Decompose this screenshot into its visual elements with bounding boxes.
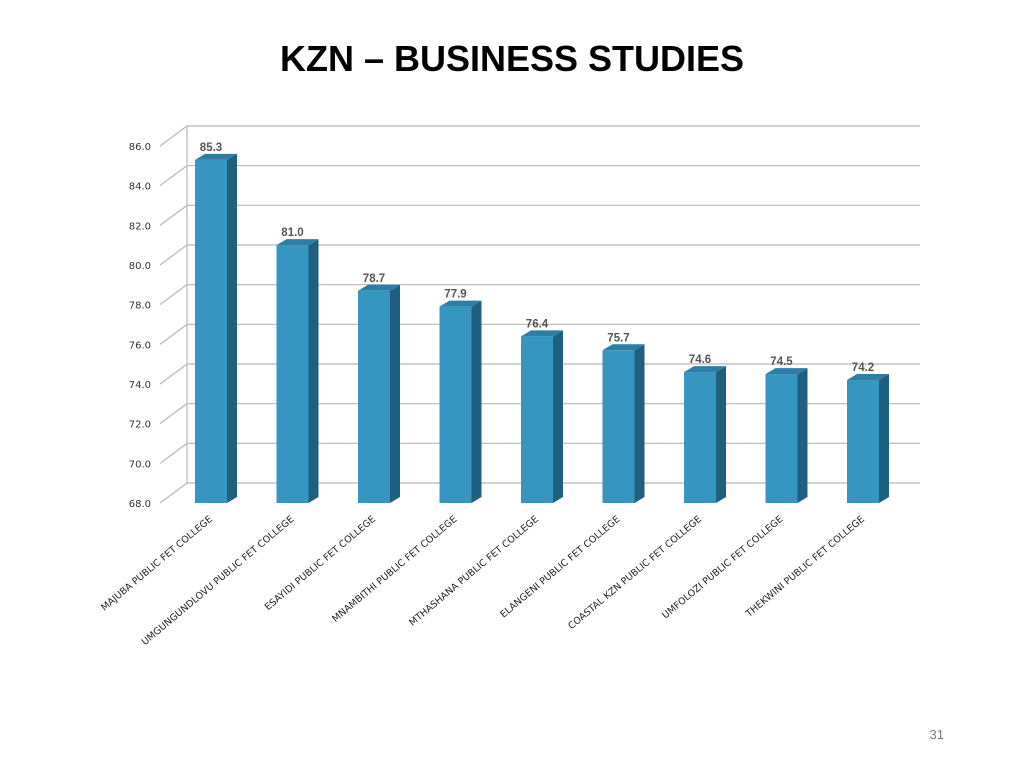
bar-side [227, 153, 237, 503]
data-label: 78.7 [363, 273, 385, 285]
data-labels: 85.3 81.0 78.7 77.9 76.4 75.7 74.6 74.5 74.2 [200, 142, 874, 374]
bar-front [684, 372, 716, 503]
bar-side [471, 300, 482, 503]
gridline-depth [159, 244, 188, 266]
bar-side [879, 374, 889, 503]
bar-front [765, 374, 798, 503]
bar [602, 344, 645, 503]
y-tick-label: 80.0 [129, 261, 151, 272]
bar-side [797, 368, 808, 503]
bar-top [847, 374, 889, 381]
data-label: 76.4 [526, 318, 549, 330]
bar-front [276, 245, 309, 503]
data-label: 74.5 [770, 356, 793, 368]
category-label: UMGUNGUNDLOVU PUBLIC FET COLLEGE [140, 514, 297, 648]
bar-top [439, 300, 482, 307]
bar-top [358, 284, 400, 291]
bar [847, 374, 889, 503]
gridline-depth [159, 442, 188, 464]
y-tick-label: 72.0 [129, 420, 151, 431]
y-tick-label: 82.0 [129, 221, 151, 232]
gridline-depth [159, 125, 188, 147]
bar-side [553, 330, 563, 503]
gridline-depth [159, 284, 188, 306]
category-label: COASTAL KZN PUBLIC FET COLLEGE [566, 514, 704, 632]
y-tick-label: 70.0 [129, 459, 151, 470]
bar [358, 284, 400, 503]
data-label: 74.6 [689, 354, 711, 366]
data-label: 81.0 [281, 227, 303, 239]
bar-top [195, 153, 237, 160]
y-tick-label: 78.0 [129, 301, 151, 312]
bars [195, 153, 889, 503]
y-tick-label: 68.0 [129, 499, 151, 510]
bar [439, 300, 482, 503]
bar-side [716, 366, 726, 503]
bar-front [195, 159, 227, 503]
y-tick-label: 74.0 [129, 380, 151, 391]
gridline-depth [159, 403, 188, 425]
bar-top [276, 239, 319, 246]
bar [521, 330, 563, 503]
bar-front [521, 336, 553, 503]
data-label: 74.2 [852, 362, 874, 374]
y-axis-ticks: 68.0 70.0 72.0 74.0 76.0 78.0 80.0 82.0 84.0 86.0 [129, 142, 151, 510]
bar-front [358, 290, 390, 503]
data-label: 77.9 [444, 289, 466, 301]
bar-front [847, 380, 879, 503]
bar [195, 153, 237, 503]
data-label: 75.7 [607, 332, 629, 344]
bar [765, 368, 808, 503]
gridline-depth [159, 204, 188, 226]
bar-top [602, 344, 645, 351]
bar-top [521, 330, 563, 337]
category-label: MTHASHANA PUBLIC FET COLLEGE [407, 514, 541, 629]
bar-side [308, 239, 319, 503]
bar-top [684, 366, 726, 373]
bar-front [439, 306, 472, 503]
bar-chart: 68.0 70.0 72.0 74.0 76.0 78.0 80.0 82.0 84.0 86.0… [99, 125, 920, 648]
bar-front [602, 350, 635, 503]
bar-top [765, 368, 808, 375]
bar-side [390, 284, 400, 503]
gridline-depth [159, 165, 188, 187]
y-tick-label: 84.0 [129, 182, 151, 193]
bar [276, 239, 319, 503]
bar-side [634, 344, 645, 503]
y-tick-label: 86.0 [129, 142, 151, 153]
slide-title: KZN – BUSINESS STUDIES [279, 38, 745, 79]
y-tick-label: 76.0 [129, 340, 151, 351]
gridline-depth [159, 323, 188, 345]
gridline-depth [159, 363, 188, 385]
data-label: 85.3 [200, 142, 222, 154]
bar [684, 366, 726, 503]
gridline-depth [159, 482, 188, 504]
page-number: 31 [929, 727, 944, 742]
